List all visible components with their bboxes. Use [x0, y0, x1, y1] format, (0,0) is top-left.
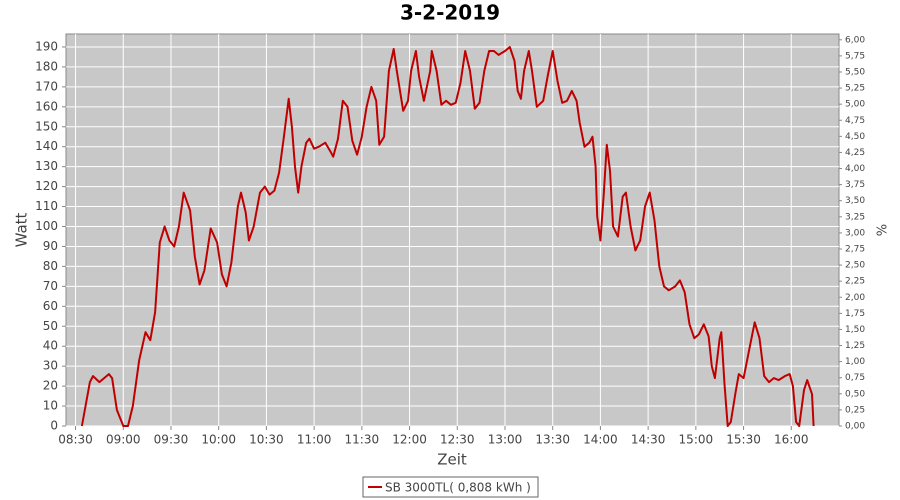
y2-tick-label: 4,00 — [845, 164, 865, 174]
y-tick-label: 160 — [35, 99, 58, 113]
y-tick-label: 80 — [43, 259, 58, 273]
y2-tick-label: 4,25 — [845, 148, 865, 158]
legend — [362, 476, 539, 498]
x-tick-label: 13:00 — [488, 433, 523, 447]
y2-tick-label: 4,75 — [845, 116, 865, 126]
y2-tick-label: 4,50 — [845, 132, 865, 142]
y2-tick-label: 3,50 — [845, 196, 865, 206]
x-tick-label: 15:30 — [726, 433, 761, 447]
chart-title: 3-2-2019 — [400, 1, 500, 25]
y-tick-label: 90 — [43, 239, 58, 253]
x-tick-label: 10:30 — [249, 433, 284, 447]
y-tick-label: 170 — [35, 79, 58, 93]
x-tick-label: 12:30 — [440, 433, 475, 447]
y-tick-label: 110 — [35, 199, 58, 213]
y-tick-label: 190 — [35, 39, 58, 53]
y-tick-label: 50 — [43, 319, 58, 333]
x-tick-label: 09:00 — [106, 433, 141, 447]
y-tick-label: 140 — [35, 139, 58, 153]
y2-tick-label: 0,50 — [845, 389, 865, 399]
y2-tick-label: 2,50 — [845, 261, 865, 271]
y2-tick-label: 2,25 — [845, 277, 865, 287]
y-tick-label: 120 — [35, 179, 58, 193]
y2-tick-label: 5,50 — [845, 67, 865, 77]
y-tick-label: 0 — [50, 419, 58, 433]
x-tick-label: 14:30 — [631, 433, 666, 447]
x-tick-label: 11:00 — [297, 433, 332, 447]
x-tick-label: 16:00 — [774, 433, 809, 447]
y-tick-label: 30 — [43, 359, 58, 373]
y-tick-label: 20 — [43, 379, 58, 393]
x-tick-label: 10:00 — [201, 433, 236, 447]
y-tick-label: 70 — [43, 279, 58, 293]
x-tick-label: 11:30 — [345, 433, 380, 447]
legend-label: SB 3000TL( 0,808 kWh ) — [385, 481, 531, 495]
y2-tick-label: 0,00 — [845, 422, 865, 432]
y2-axis-label: % — [876, 224, 891, 236]
y2-tick-label: 1,00 — [845, 357, 865, 367]
y2-tick-label: 2,75 — [845, 244, 865, 254]
y2-tick-label: 3,00 — [845, 228, 865, 238]
x-axis-label: Zeit — [437, 451, 467, 469]
y-tick-label: 60 — [43, 299, 58, 313]
x-tick-label: 15:00 — [679, 433, 714, 447]
y2-tick-label: 5,75 — [845, 51, 865, 61]
series-line — [80, 46, 815, 427]
y2-tick-label: 0,75 — [845, 373, 865, 383]
y2-tick-label: 1,75 — [845, 309, 865, 319]
y2-tick-label: 5,25 — [845, 84, 865, 94]
plot-area — [65, 33, 840, 427]
y-tick-label: 10 — [43, 399, 58, 413]
y2-tick-label: 3,75 — [845, 180, 865, 190]
y-tick-label: 150 — [35, 119, 58, 133]
y2-tick-label: 5,00 — [845, 100, 865, 110]
y2-tick-label: 6,00 — [845, 35, 865, 45]
x-tick-label: 08:30 — [58, 433, 93, 447]
y-tick-label: 130 — [35, 159, 58, 173]
x-tick-label: 09:30 — [154, 433, 189, 447]
x-tick-label: 12:00 — [392, 433, 427, 447]
y2-tick-label: 3,25 — [845, 212, 865, 222]
y2-tick-label: 1,50 — [845, 325, 865, 335]
y-tick-label: 40 — [43, 339, 58, 353]
x-tick-label: 14:00 — [583, 433, 618, 447]
x-tick-label: 13:30 — [535, 433, 570, 447]
y2-tick-label: 2,00 — [845, 293, 865, 303]
y-tick-label: 180 — [35, 59, 58, 73]
y2-tick-label: 0,25 — [845, 405, 865, 415]
y2-tick-label: 1,25 — [845, 341, 865, 351]
y-axis-label: Watt — [13, 212, 31, 247]
y-tick-label: 100 — [35, 219, 58, 233]
